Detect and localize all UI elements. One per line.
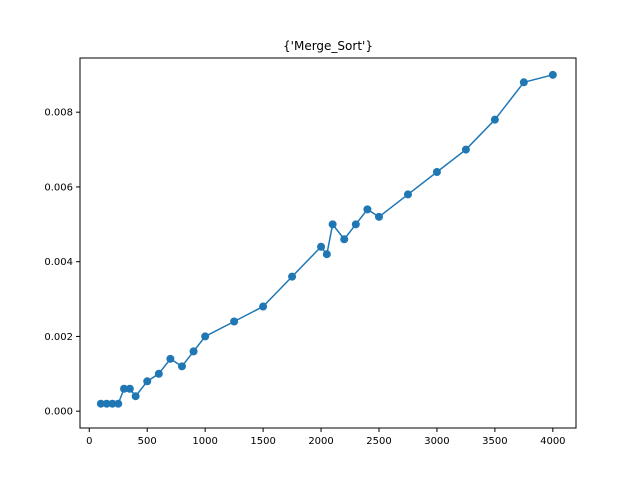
data-point bbox=[201, 332, 210, 341]
data-point bbox=[114, 399, 123, 408]
data-point bbox=[340, 235, 349, 244]
data-point bbox=[120, 384, 129, 393]
data-point bbox=[363, 205, 372, 214]
y-axis-ticks: 0.000 0.002 0.004 0.006 0.008 bbox=[44, 108, 80, 418]
x-tick-label: 1000 bbox=[192, 436, 217, 447]
data-point bbox=[519, 78, 528, 87]
data-point bbox=[131, 392, 140, 401]
y-tick-label: 0.006 bbox=[44, 182, 73, 193]
x-tick-label: 3000 bbox=[424, 436, 449, 447]
data-point bbox=[548, 70, 557, 79]
y-tick-label: 0.002 bbox=[44, 332, 73, 343]
data-point bbox=[317, 242, 326, 251]
x-axis-ticks: 0 500 1000 1500 2000 2500 3000 3500 4000 bbox=[86, 428, 566, 447]
data-point bbox=[490, 115, 499, 124]
data-point bbox=[143, 377, 152, 386]
x-tick-label: 3500 bbox=[482, 436, 507, 447]
data-point bbox=[108, 399, 117, 408]
data-point bbox=[432, 167, 441, 176]
data-point bbox=[328, 220, 337, 229]
x-tick-label: 4000 bbox=[540, 436, 565, 447]
data-point bbox=[461, 145, 470, 154]
x-tick-label: 2500 bbox=[366, 436, 391, 447]
chart-title: {'Merge_Sort'} bbox=[283, 39, 373, 53]
data-point bbox=[259, 302, 268, 311]
x-tick-label: 0 bbox=[86, 436, 92, 447]
x-tick-label: 2000 bbox=[308, 436, 333, 447]
data-point bbox=[177, 362, 186, 371]
plot-frame bbox=[79, 57, 577, 429]
plot-area-background bbox=[80, 58, 576, 428]
data-point bbox=[125, 384, 134, 393]
data-point bbox=[102, 399, 111, 408]
data-point bbox=[166, 354, 175, 363]
x-tick-label: 500 bbox=[138, 436, 157, 447]
series-layer bbox=[96, 70, 557, 408]
data-point bbox=[96, 399, 105, 408]
y-tick-label: 0.000 bbox=[44, 407, 73, 418]
data-point bbox=[154, 369, 163, 378]
data-point bbox=[374, 212, 383, 221]
y-tick-label: 0.008 bbox=[44, 108, 73, 119]
data-point bbox=[288, 272, 297, 281]
data-point bbox=[322, 250, 331, 259]
y-tick-label: 0.004 bbox=[44, 257, 73, 268]
data-point bbox=[403, 190, 412, 199]
data-point bbox=[351, 220, 360, 229]
data-point bbox=[189, 347, 198, 356]
x-tick-label: 1500 bbox=[250, 436, 275, 447]
data-point bbox=[230, 317, 239, 326]
